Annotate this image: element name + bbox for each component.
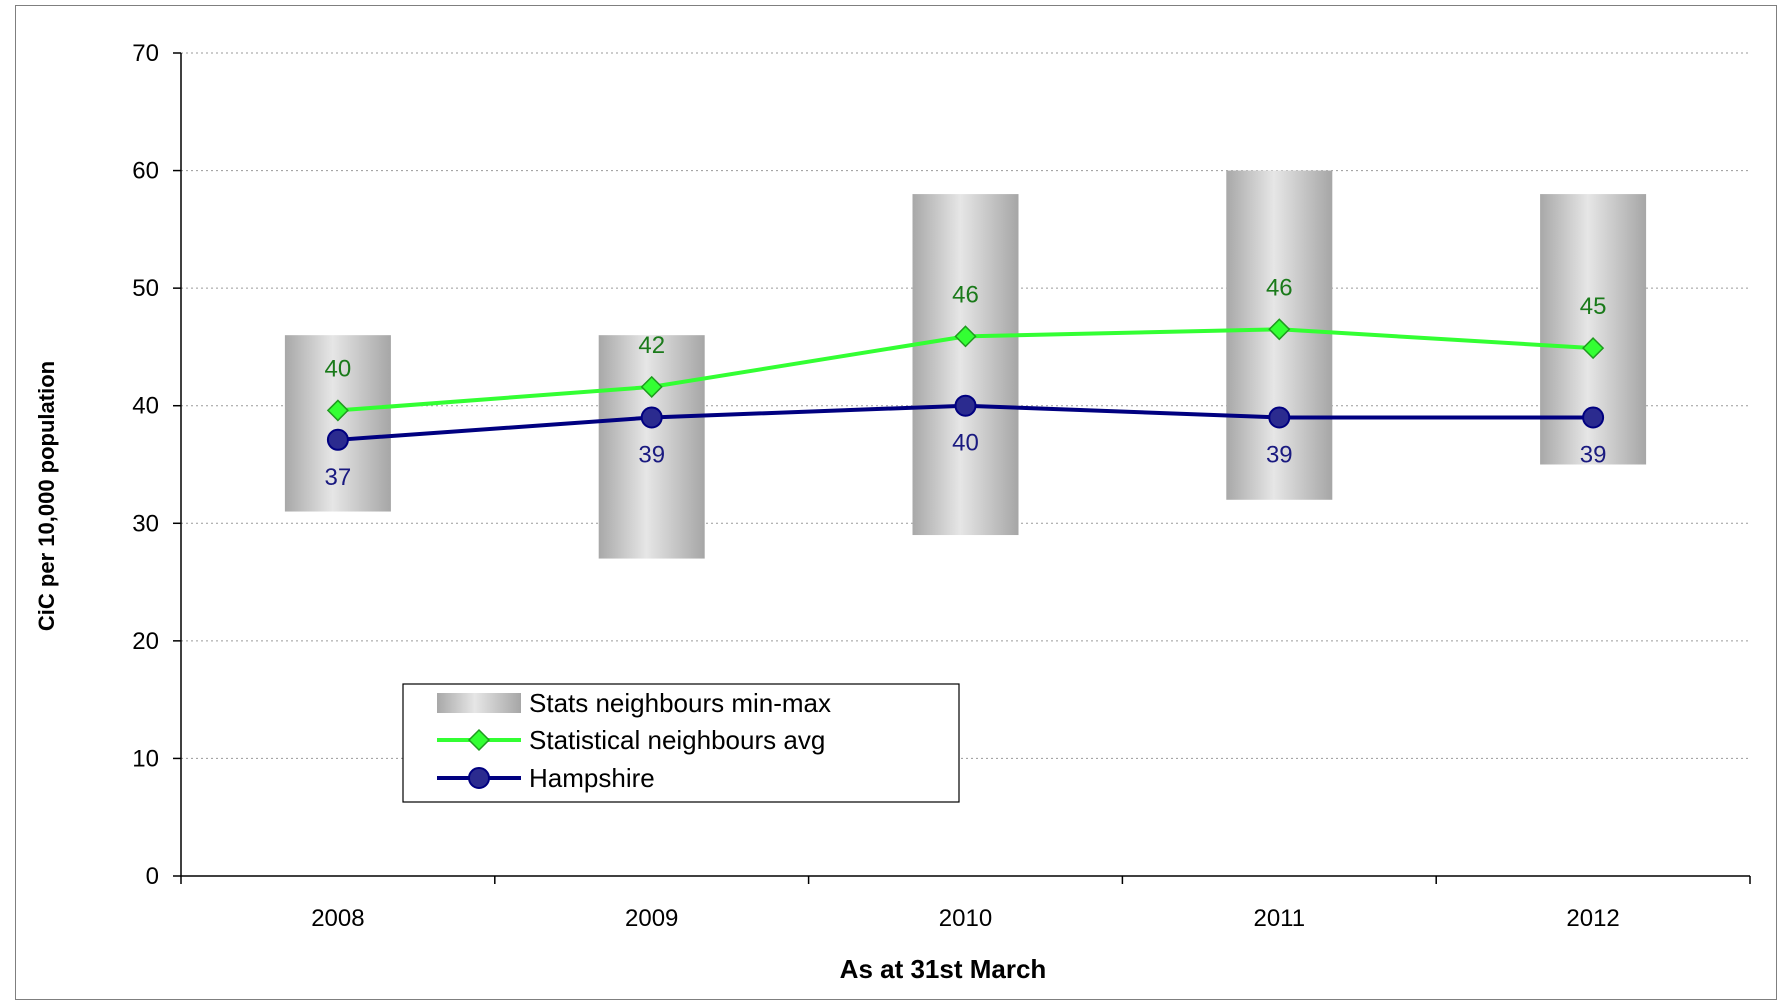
legend-label: Stats neighbours min-max [529, 688, 831, 718]
range-bar [912, 194, 1019, 536]
y-axis-title: CiC per 10,000 population [34, 361, 59, 631]
data-label: 46 [1266, 274, 1293, 301]
y-tick-label: 70 [132, 40, 159, 67]
legend-label: Statistical neighbours avg [529, 725, 825, 755]
data-point [326, 399, 349, 422]
legend-swatch [437, 693, 521, 713]
data-point [1582, 337, 1605, 360]
data-point [1268, 318, 1291, 341]
legend-marker [468, 767, 490, 789]
data-point [640, 406, 663, 429]
data-point [954, 394, 977, 417]
data-label: 39 [1266, 441, 1293, 468]
data-label: 42 [638, 332, 665, 359]
y-tick-label: 0 [146, 863, 159, 890]
legend: Stats neighbours min-max Statistical neig… [402, 683, 960, 803]
x-tick-label: 2008 [311, 905, 364, 932]
data-point [1268, 406, 1291, 429]
y-tick-label: 50 [132, 275, 159, 302]
axes: 0 10 20 30 40 50 60 70 2008 2009 2010 2011 2012 [132, 40, 1751, 932]
range-bars [284, 170, 1647, 559]
y-tick-label: 30 [132, 510, 159, 537]
series-lines [326, 318, 1605, 451]
legend-label: Hampshire [529, 763, 655, 793]
data-point [640, 375, 663, 398]
legend-marker [467, 728, 491, 752]
x-tick-label: 2011 [1253, 905, 1305, 932]
data-label: 37 [325, 464, 352, 491]
data-point [954, 325, 977, 348]
x-tick-label: 2012 [1566, 905, 1619, 932]
data-label: 46 [952, 281, 979, 308]
y-tick-label: 20 [132, 628, 159, 655]
x-tick-label: 2010 [939, 905, 992, 932]
range-bar [284, 335, 391, 512]
data-label: 39 [1580, 441, 1607, 468]
x-tick-label: 2009 [625, 905, 678, 932]
data-label: 40 [325, 355, 352, 382]
x-axis-title: As at 31st March [840, 954, 1047, 984]
data-label: 39 [638, 441, 665, 468]
data-label: 45 [1580, 293, 1607, 320]
range-bar [598, 335, 705, 559]
data-label: 40 [952, 430, 979, 457]
y-tick-label: 40 [132, 393, 159, 420]
y-tick-label: 10 [132, 745, 159, 772]
y-tick-label: 60 [132, 158, 159, 185]
data-labels: 40 42 46 46 45 37 39 40 39 39 [325, 274, 1607, 491]
data-point [1582, 406, 1605, 429]
data-point [326, 428, 349, 451]
